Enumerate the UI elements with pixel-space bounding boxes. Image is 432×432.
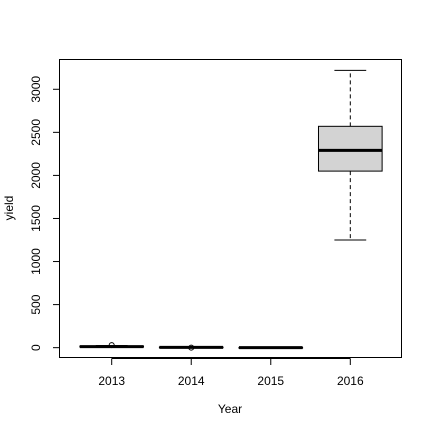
y-tick-label: 0: [29, 344, 43, 351]
y-tick-label: 2500: [29, 119, 43, 146]
y-tick-label: 2000: [29, 162, 43, 189]
y-tick-label: 500: [29, 294, 43, 314]
box-2015: [238, 346, 304, 350]
y-tick-label: 1500: [29, 205, 43, 232]
plot-frame: [59, 59, 402, 358]
box-2016: [317, 69, 383, 241]
x-tick-label: 2013: [98, 374, 125, 388]
boxes-layer: [79, 69, 383, 351]
y-tick-label: 3000: [29, 76, 43, 103]
y-axis-title: yield: [2, 196, 16, 221]
outlier-point: [108, 342, 115, 349]
x-axis-title: Year: [218, 402, 242, 416]
y-tick-label: 1000: [29, 248, 43, 275]
x-tick-label: 2014: [178, 374, 205, 388]
outlier-point: [188, 344, 195, 351]
box-iqr: [317, 125, 383, 172]
box-2014: [158, 344, 224, 351]
x-axis: 2013 2014 2015 2016: [98, 358, 364, 388]
x-tick-label: 2015: [257, 374, 284, 388]
box-2013: [79, 342, 145, 349]
y-axis: 0 500 1000 1500 2000 2500 3000: [29, 76, 60, 351]
x-tick-label: 2016: [337, 374, 364, 388]
